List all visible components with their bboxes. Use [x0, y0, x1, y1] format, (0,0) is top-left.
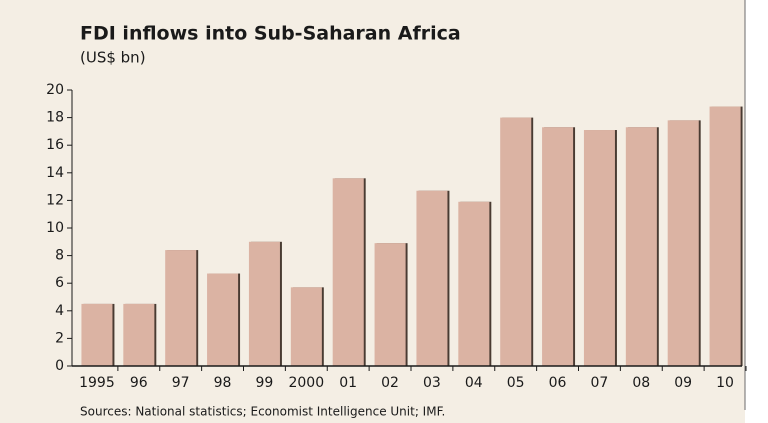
y-tick-label: 8 — [55, 248, 64, 264]
bar — [165, 250, 197, 366]
y-tick-label: 6 — [55, 275, 64, 291]
x-tick-label: 07 — [591, 375, 609, 391]
x-tick-label: 09 — [674, 375, 692, 391]
y-tick-label: 10 — [46, 220, 64, 236]
x-tick-label: 99 — [256, 375, 274, 391]
bar — [207, 273, 239, 366]
bar — [625, 127, 657, 366]
x-tick-label: 1995 — [79, 375, 115, 391]
y-tick-label: 14 — [46, 165, 64, 181]
bar — [332, 178, 364, 366]
y-tick-label: 0 — [55, 358, 64, 374]
x-tick-label: 96 — [130, 375, 148, 391]
bar — [667, 120, 699, 366]
y-tick-label: 20 — [46, 82, 64, 98]
y-tick-label: 16 — [46, 137, 64, 153]
x-tick-label: 05 — [507, 375, 525, 391]
bar — [123, 303, 155, 366]
x-tick-label: 2000 — [288, 375, 324, 391]
y-tick-label: 12 — [46, 192, 64, 208]
bar — [500, 117, 532, 366]
y-tick-label: 18 — [46, 110, 64, 126]
bar — [542, 127, 574, 366]
bar — [416, 190, 448, 366]
x-tick-label: 02 — [381, 375, 399, 391]
x-tick-label: 06 — [549, 375, 567, 391]
source-note: Sources: National statistics; Economist … — [80, 405, 445, 419]
x-tick-label: 08 — [632, 375, 650, 391]
bar — [248, 241, 280, 366]
x-tick-label: 03 — [423, 375, 441, 391]
bar — [81, 303, 113, 366]
x-tick-label: 01 — [339, 375, 357, 391]
x-tick-label: 97 — [172, 375, 190, 391]
y-tick-label: 2 — [55, 330, 64, 346]
y-tick-label: 4 — [55, 303, 64, 319]
chart-title: FDI inflows into Sub-Saharan Africa — [80, 23, 461, 45]
bar — [458, 201, 490, 366]
bar — [374, 243, 406, 366]
x-tick-label: 10 — [716, 375, 734, 391]
x-tick-label: 04 — [465, 375, 483, 391]
bar — [709, 106, 741, 366]
x-tick-label: 98 — [214, 375, 232, 391]
chart-subtitle: (US$ bn) — [80, 49, 146, 67]
bar — [583, 130, 615, 366]
bar — [290, 287, 322, 366]
